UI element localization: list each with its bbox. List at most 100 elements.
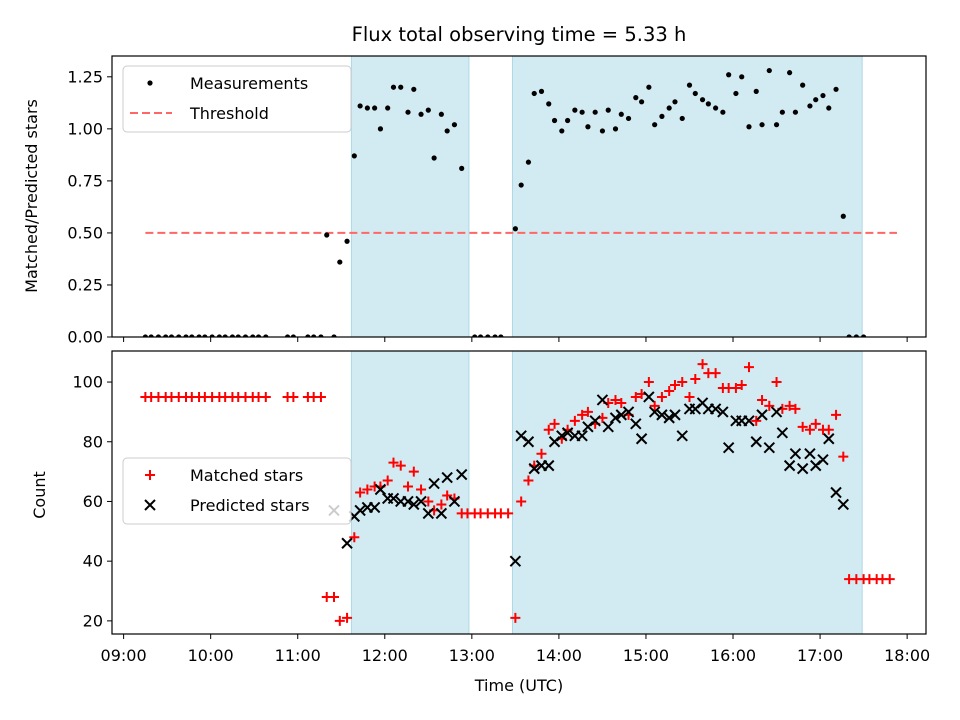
- predicted-point: [763, 442, 776, 454]
- measurement-point: [746, 124, 752, 130]
- observing-interval-1: [351, 56, 469, 337]
- measurement-point: [551, 117, 558, 124]
- measurement-point: [202, 334, 208, 337]
- matched-point: [697, 359, 708, 370]
- measurement-point: [826, 105, 832, 111]
- predicted-point: [615, 409, 628, 421]
- predicted-point: [776, 427, 789, 439]
- x-tick-label: 11:00: [275, 646, 321, 665]
- legend-label: Predicted stars: [190, 496, 310, 515]
- measurement-point: [209, 334, 215, 337]
- matched-point: [523, 475, 534, 486]
- measurement-point: [148, 334, 154, 337]
- bottom-plot-area: [140, 359, 895, 626]
- measurement-point: [733, 90, 739, 97]
- measurement-point: [618, 111, 624, 117]
- matched-point: [616, 397, 627, 408]
- measurement-point: [720, 109, 726, 115]
- measurement-point: [531, 90, 537, 97]
- predicted-point: [609, 412, 622, 424]
- measurement-point: [235, 334, 241, 337]
- predicted-point: [543, 459, 555, 472]
- measurement-point: [800, 82, 806, 88]
- measurement-point: [787, 70, 793, 76]
- predicted-point: [435, 507, 448, 520]
- legend-label: Measurements: [190, 74, 308, 93]
- measurement-point: [639, 99, 645, 105]
- y-tick-label: 20: [83, 611, 103, 630]
- matched-point: [757, 394, 768, 405]
- matched-point: [503, 508, 514, 519]
- measurement-point: [189, 334, 195, 337]
- y-tick-label: 0.75: [67, 171, 103, 190]
- bottom-axes-frame: [111, 350, 927, 635]
- measurement-point: [579, 109, 585, 115]
- measurement-point: [142, 334, 148, 337]
- measurement-point: [853, 334, 859, 337]
- matched-point: [610, 394, 621, 405]
- measurement-point: [438, 111, 444, 117]
- matched-point: [334, 615, 345, 626]
- matched-point: [669, 380, 680, 391]
- measurement-point: [311, 334, 317, 337]
- measurement-point: [357, 103, 363, 109]
- matched-point: [577, 409, 588, 420]
- measurement-point: [672, 99, 678, 105]
- predicted-point: [823, 433, 835, 445]
- matched-point: [664, 386, 675, 397]
- measurement-point: [305, 334, 311, 337]
- predicted-point: [837, 498, 850, 511]
- matched-point: [543, 424, 554, 435]
- measurement-point: [492, 334, 498, 337]
- predicted-point: [804, 447, 816, 460]
- measurement-point: [813, 97, 819, 103]
- y-tick-label: 1.25: [67, 67, 103, 86]
- predicted-point: [528, 462, 540, 475]
- matched-point: [382, 475, 393, 486]
- measurement-point: [599, 128, 606, 134]
- measurement-point: [485, 334, 491, 337]
- predicted-point: [428, 477, 440, 490]
- predicted-point: [589, 415, 601, 427]
- matched-point: [690, 374, 701, 385]
- x-tick-label: 14:00: [536, 646, 582, 665]
- measurement-point: [726, 72, 732, 78]
- measurement-point: [324, 232, 330, 238]
- measurement-point: [183, 334, 189, 337]
- y-tick-label: 1.00: [67, 119, 103, 138]
- matched-point: [677, 377, 688, 388]
- matched-point: [790, 403, 801, 414]
- measurement-point: [459, 165, 465, 171]
- x-tick-label: 17:00: [797, 646, 843, 665]
- measurement-point: [498, 334, 504, 337]
- matched-point: [810, 418, 821, 429]
- measurement-point: [284, 334, 291, 337]
- predicted-point: [743, 415, 755, 427]
- predicted-point: [789, 447, 802, 460]
- x-tick-label: 15:00: [623, 646, 669, 665]
- predicted-point: [750, 436, 762, 448]
- measurement-point: [612, 126, 619, 132]
- measurement-point: [840, 213, 846, 219]
- measurement-point: [163, 334, 169, 337]
- measurement-point: [559, 128, 565, 134]
- predicted-point: [722, 442, 735, 454]
- measurement-point: [337, 259, 343, 265]
- matched-point: [260, 391, 271, 402]
- predicted-point: [368, 501, 381, 514]
- measurement-point: [372, 105, 378, 111]
- y-tick-label: 0.50: [67, 223, 103, 242]
- matched-point: [884, 574, 895, 585]
- matched-point: [831, 409, 842, 420]
- measurement-point: [739, 74, 745, 80]
- measurement-point: [385, 105, 391, 111]
- measurement-point: [431, 155, 437, 161]
- y-tick-label: 0.25: [67, 275, 103, 294]
- predicted-point: [522, 436, 535, 448]
- measurement-point: [565, 117, 571, 124]
- measurement-point: [572, 107, 578, 113]
- top-y-axis-label: Matched/Predicted stars: [22, 99, 41, 293]
- predicted-point: [509, 555, 522, 567]
- measurement-point: [290, 334, 296, 337]
